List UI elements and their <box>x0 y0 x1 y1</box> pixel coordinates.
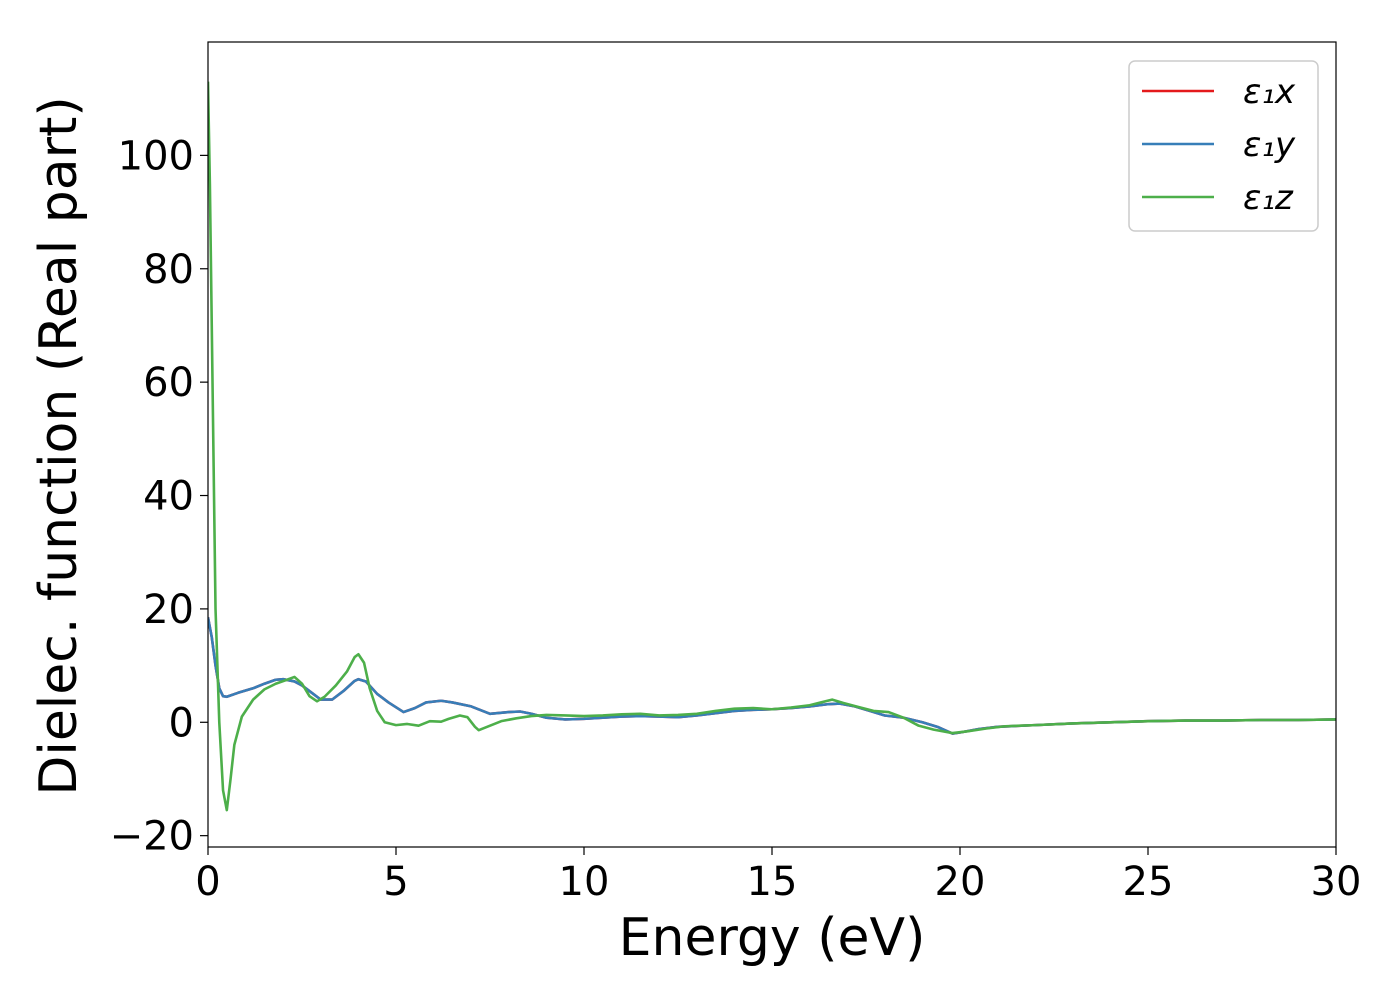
y-tick-label: −20 <box>110 814 194 860</box>
x-tick-label: 15 <box>747 859 798 905</box>
y-axis-ticks: −20 0 20 40 60 80 100 <box>110 133 208 860</box>
x-tick-label: 25 <box>1123 859 1174 905</box>
series-line-3 <box>208 81 1336 812</box>
x-tick-label: 30 <box>1311 859 1362 905</box>
legend-label-1: ε₁x <box>1243 72 1296 112</box>
x-tick-label: 10 <box>559 859 610 905</box>
x-tick-label: 0 <box>195 859 220 905</box>
x-axis-ticks: 0 5 10 15 20 25 30 <box>195 847 1361 905</box>
x-tick-label: 5 <box>383 859 408 905</box>
y-tick-label: 0 <box>169 700 194 746</box>
legend: ε₁x ε₁y ε₁z <box>1128 60 1319 232</box>
legend-label-3: ε₁z <box>1243 178 1294 218</box>
legend-box <box>1128 60 1319 232</box>
y-tick-label: 100 <box>118 133 194 179</box>
plot-frame <box>207 41 1337 848</box>
y-tick-label: 80 <box>143 247 194 293</box>
x-tick-label: 20 <box>935 859 986 905</box>
x-axis-label: Energy (eV) <box>619 908 926 968</box>
y-tick-label: 60 <box>143 360 194 406</box>
y-tick-label: 20 <box>143 587 194 633</box>
y-tick-label: 40 <box>143 474 194 520</box>
legend-label-2: ε₁y <box>1243 125 1296 165</box>
plot-lines <box>208 81 1336 812</box>
y-axis-label: Dielec. function (Real part) <box>29 96 89 795</box>
